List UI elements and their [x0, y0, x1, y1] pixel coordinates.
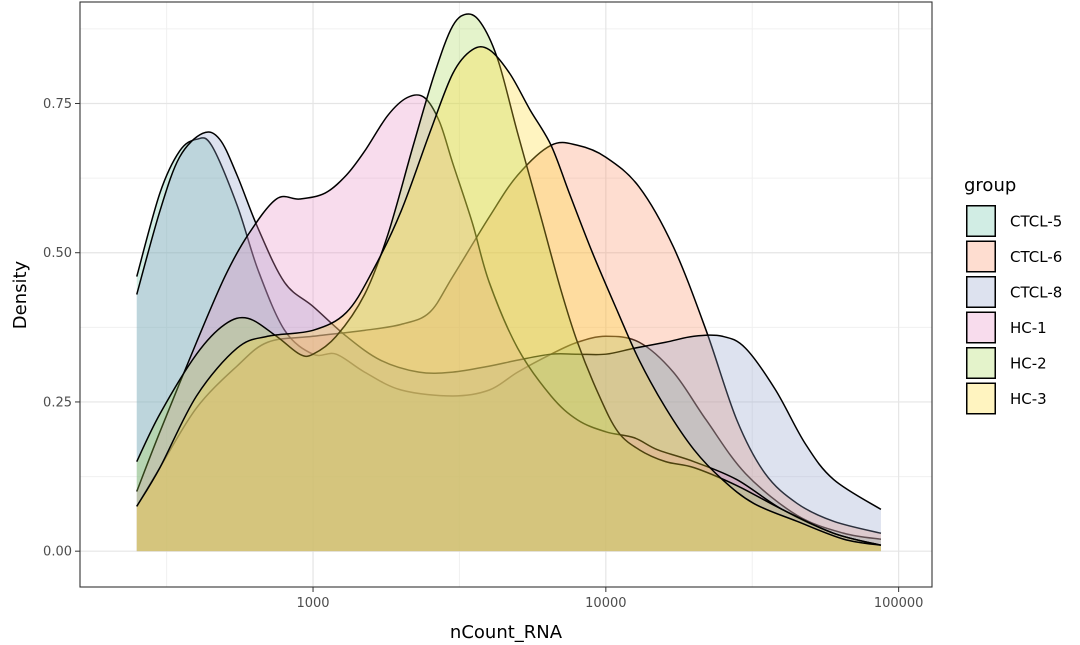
x-tick-label: 1000: [296, 596, 329, 611]
major-gridlines: [80, 2, 932, 587]
legend-label-hc-2: HC-2: [1010, 355, 1047, 373]
plot-panel: [80, 2, 932, 587]
legend-label-ctcl-5: CTCL-5: [1010, 213, 1062, 231]
density-fill-ctcl-6: [136, 142, 881, 552]
density-line-hc-2: [136, 13, 882, 546]
legend-key-bg-hc-2: [966, 347, 996, 379]
y-axis: 0.00 0.25 0.50 0.75: [43, 97, 80, 560]
density-line-hc-1: [136, 94, 882, 546]
legend-label-hc-1: HC-1: [1010, 319, 1047, 337]
minor-gridlines: [80, 2, 932, 587]
x-axis: 1000 10000 100000: [296, 587, 923, 611]
density-areas: [136, 13, 882, 552]
density-line-ctcl-5: [136, 137, 882, 540]
density-line-ctcl-8: [136, 131, 882, 511]
x-tick-label: 100000: [874, 596, 924, 611]
y-tick-label: 0.00: [43, 545, 72, 560]
density-fill-hc-2: [136, 13, 881, 552]
y-axis-title: Density: [10, 260, 31, 329]
legend-key-ctcl-8: [966, 276, 996, 308]
legend-key-bg-hc-3: [966, 382, 996, 415]
legend-key-ctcl-5: [966, 205, 996, 237]
y-tick-label: 0.75: [43, 97, 72, 112]
density-fill-hc-3: [136, 46, 881, 552]
legend-key-bg-ctcl-8: [966, 276, 996, 308]
x-axis-title: nCount_RNA: [450, 622, 563, 643]
legend-label-ctcl-6: CTCL-6: [1010, 248, 1062, 266]
legend-key-hc-3: [966, 382, 996, 415]
legend-key-hc-2: [966, 347, 996, 379]
density-fill-hc-1: [136, 94, 881, 552]
density-line-ctcl-6: [136, 141, 882, 535]
plot-border: [79, 1, 933, 588]
legend-label-hc-3: HC-3: [1010, 390, 1047, 408]
legend-title: group: [964, 175, 1016, 196]
legend-key-bg-ctcl-5: [966, 205, 996, 237]
density-fill-ctcl-5: [136, 137, 881, 552]
density-line-hc-3: [136, 46, 882, 546]
legend: group CTCL-5 CTCL-6 CTCL-8 HC-1 HC-2 HC-3: [964, 175, 1062, 415]
y-tick-label: 0.25: [43, 395, 72, 410]
legend-key-ctcl-6: [966, 240, 996, 273]
density-fill-ctcl-8: [136, 131, 881, 552]
legend-key-bg-ctcl-6: [966, 240, 996, 273]
legend-key-bg-hc-1: [966, 311, 996, 344]
legend-key-hc-1: [966, 311, 996, 344]
y-tick-label: 0.50: [43, 246, 72, 261]
x-tick-label: 10000: [585, 596, 626, 611]
legend-label-ctcl-8: CTCL-8: [1010, 284, 1062, 302]
